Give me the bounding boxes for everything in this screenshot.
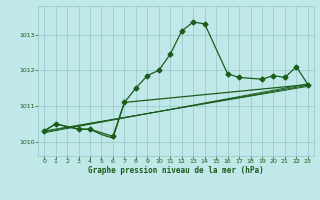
X-axis label: Graphe pression niveau de la mer (hPa): Graphe pression niveau de la mer (hPa) [88,166,264,175]
